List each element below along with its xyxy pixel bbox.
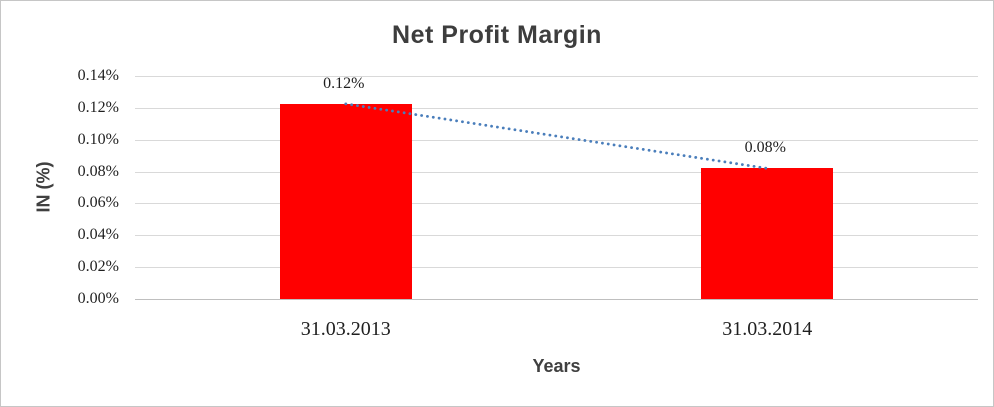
gridline	[135, 76, 978, 77]
y-axis-tick-label: 0.12%	[77, 98, 119, 116]
x-axis-category-label: 31.03.2014	[722, 318, 813, 340]
gridline	[135, 203, 978, 205]
gridline	[135, 267, 978, 269]
gridline	[135, 139, 978, 141]
y-axis-tick-label: 0.02%	[77, 258, 119, 276]
gridline	[135, 171, 978, 173]
y-axis-tick-label: 0.14%	[77, 67, 119, 84]
x-axis-title: Years	[532, 356, 581, 376]
bar-data-label: 0.08%	[744, 139, 786, 157]
y-axis-tick-label: 0.00%	[77, 290, 119, 307]
x-axis-category-label: 31.03.2013	[300, 318, 391, 340]
bar-31.03.2014	[701, 168, 834, 299]
gridline	[135, 107, 978, 109]
gridline	[135, 235, 978, 237]
chart-title: Net Profit Margin	[392, 21, 602, 49]
x-axis-line	[135, 299, 978, 300]
y-axis-tick-label: 0.04%	[77, 226, 119, 244]
bar-31.03.2013	[279, 103, 412, 299]
y-axis-tick-label: 0.10%	[77, 130, 119, 148]
bar-data-label: 0.12%	[323, 74, 365, 92]
y-axis-tick-label: 0.08%	[77, 162, 119, 180]
y-axis-tick-label: 0.06%	[77, 194, 119, 212]
